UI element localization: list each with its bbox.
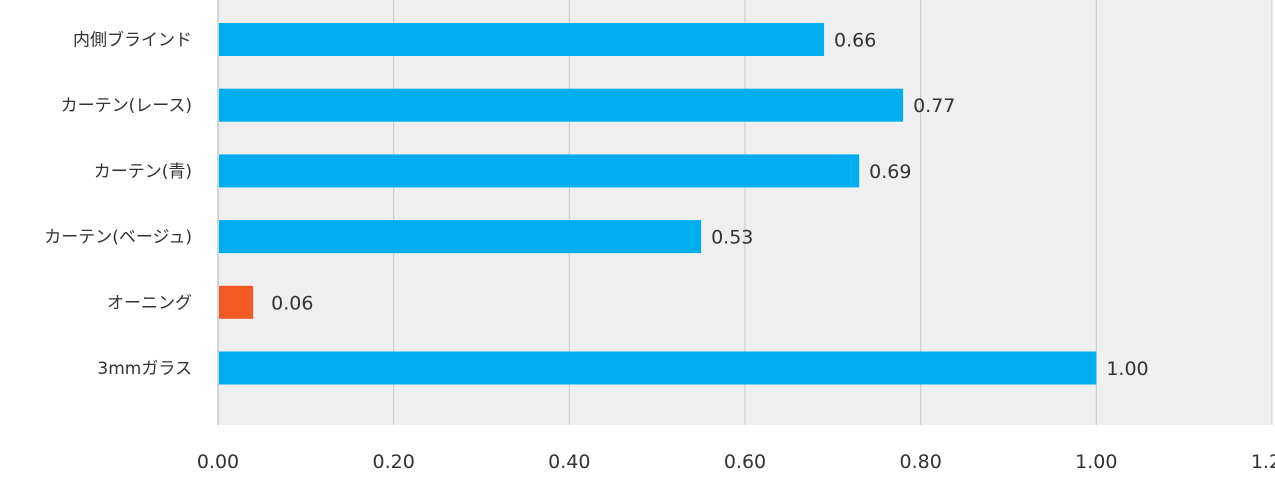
- category-label: カーテン(レース): [61, 96, 192, 116]
- x-tick-label: 0.20: [373, 451, 415, 473]
- data-label: 1.00: [1106, 358, 1148, 380]
- x-tick-label: 0.40: [548, 451, 590, 473]
- data-label: 0.69: [869, 161, 911, 183]
- data-label: 0.06: [271, 292, 313, 314]
- bar: [219, 220, 702, 254]
- bar: [219, 154, 860, 188]
- x-tick-label: 0.00: [197, 451, 239, 473]
- bar: [219, 351, 1097, 385]
- bar: [219, 88, 904, 122]
- x-tick-label: 1.20: [1251, 451, 1275, 473]
- category-label: カーテン(ベージュ): [44, 228, 192, 248]
- bar: [219, 23, 825, 56]
- category-label: カーテン(青): [94, 162, 192, 182]
- category-label: オーニング: [107, 293, 192, 313]
- category-label: 3mmガラス: [97, 359, 192, 379]
- category-label: 内側ブラインド: [73, 30, 192, 51]
- x-tick-label: 0.80: [900, 451, 942, 473]
- x-tick-label: 0.60: [724, 451, 766, 473]
- x-tick-label: 1.00: [1075, 451, 1117, 473]
- bar: [219, 285, 254, 319]
- data-label: 0.77: [913, 95, 955, 117]
- data-label: 0.53: [711, 227, 753, 249]
- data-label: 0.66: [834, 30, 876, 52]
